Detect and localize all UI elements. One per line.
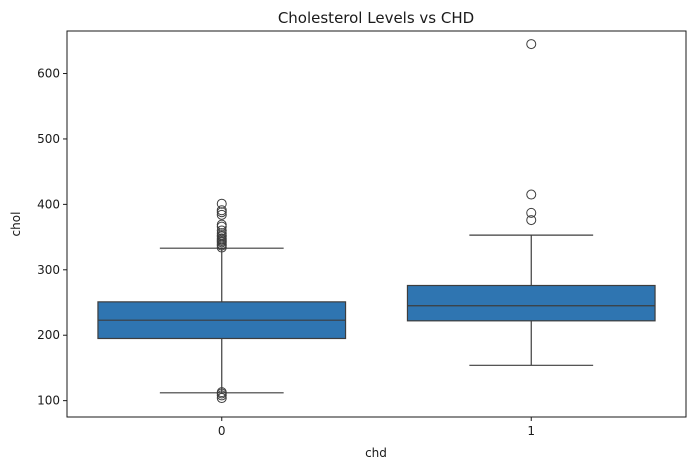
x-tick-label: 0 bbox=[218, 424, 226, 438]
outlier-point bbox=[216, 221, 227, 232]
outlier-point bbox=[216, 209, 227, 220]
y-tick-label: 300 bbox=[37, 263, 60, 277]
iqr-box bbox=[406, 284, 656, 322]
outlier-point bbox=[216, 198, 227, 209]
y-tick-label: 200 bbox=[37, 328, 60, 342]
y-tick-label: 100 bbox=[37, 394, 60, 408]
outlier-point bbox=[216, 387, 227, 398]
outlier-point bbox=[216, 393, 227, 404]
chart-title: Cholesterol Levels vs CHD bbox=[278, 9, 474, 27]
y-tick-label: 600 bbox=[37, 67, 60, 81]
plot-frame bbox=[66, 30, 687, 418]
x-axis-label: chd bbox=[365, 446, 387, 460]
y-tick-label: 400 bbox=[37, 197, 60, 211]
outlier-point bbox=[526, 207, 537, 218]
y-tick-label: 500 bbox=[37, 132, 60, 146]
x-tick-label: 1 bbox=[527, 424, 535, 438]
outlier-point bbox=[216, 219, 227, 230]
outlier-point bbox=[526, 215, 537, 226]
y-axis-label: chol bbox=[9, 212, 23, 237]
outlier-point bbox=[526, 189, 537, 200]
outlier-point bbox=[216, 205, 227, 216]
outlier-point bbox=[216, 225, 227, 236]
outlier-point bbox=[526, 39, 537, 50]
